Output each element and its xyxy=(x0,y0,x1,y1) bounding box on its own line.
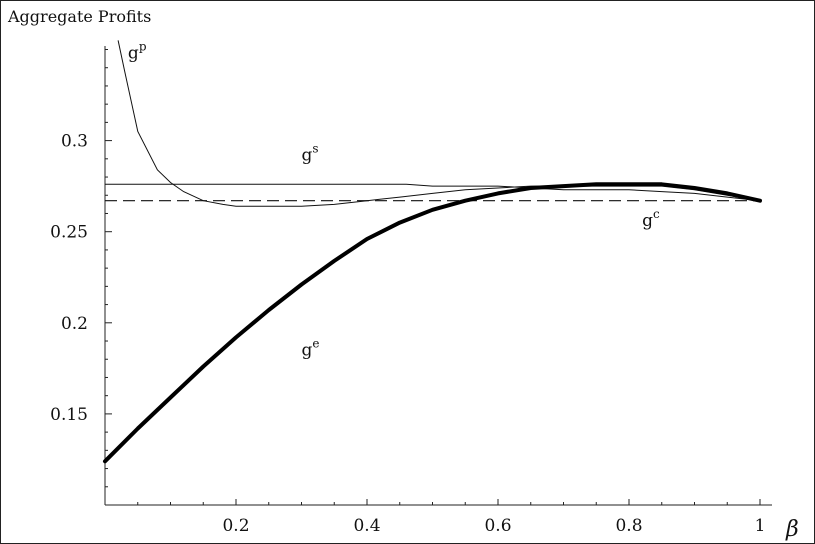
series-line-gs xyxy=(105,183,761,202)
x-tick-label: 0.4 xyxy=(353,516,380,536)
series-label-base: g xyxy=(302,146,313,166)
x-tick-label: 0.2 xyxy=(222,516,249,536)
series-label-gc: gc xyxy=(642,207,660,231)
series-label-base: g xyxy=(642,211,653,231)
series-label-sup: p xyxy=(139,40,147,54)
y-tick-label: 0.25 xyxy=(50,223,88,243)
y-tick-label: 0.2 xyxy=(61,314,88,334)
y-tick-label: 0.15 xyxy=(50,405,88,425)
series-label-base: g xyxy=(302,341,313,361)
series-label-gp: gp xyxy=(128,40,147,64)
x-tick-label: 0.6 xyxy=(484,516,511,536)
y-axis-title: Aggregate Profits xyxy=(7,7,151,26)
series-label-ge: ge xyxy=(302,337,320,361)
series-label-gs: gs xyxy=(302,142,319,166)
series-label-sup: c xyxy=(653,207,660,221)
series-label-sup: s xyxy=(312,142,318,156)
axes: 0.2 0.4 0.6 0.8 1 0.15 0.2 0.25 0.3 xyxy=(50,46,772,536)
series-label-sup: e xyxy=(312,337,319,351)
series-label-base: g xyxy=(128,44,139,64)
x-tick-label: 0.8 xyxy=(615,516,642,536)
series-line-ge xyxy=(103,182,762,464)
series-layer xyxy=(103,40,762,464)
x-tick-label: 1 xyxy=(755,516,766,536)
y-tick-label: 0.3 xyxy=(61,132,88,152)
x-axis-variable: β xyxy=(785,517,799,542)
